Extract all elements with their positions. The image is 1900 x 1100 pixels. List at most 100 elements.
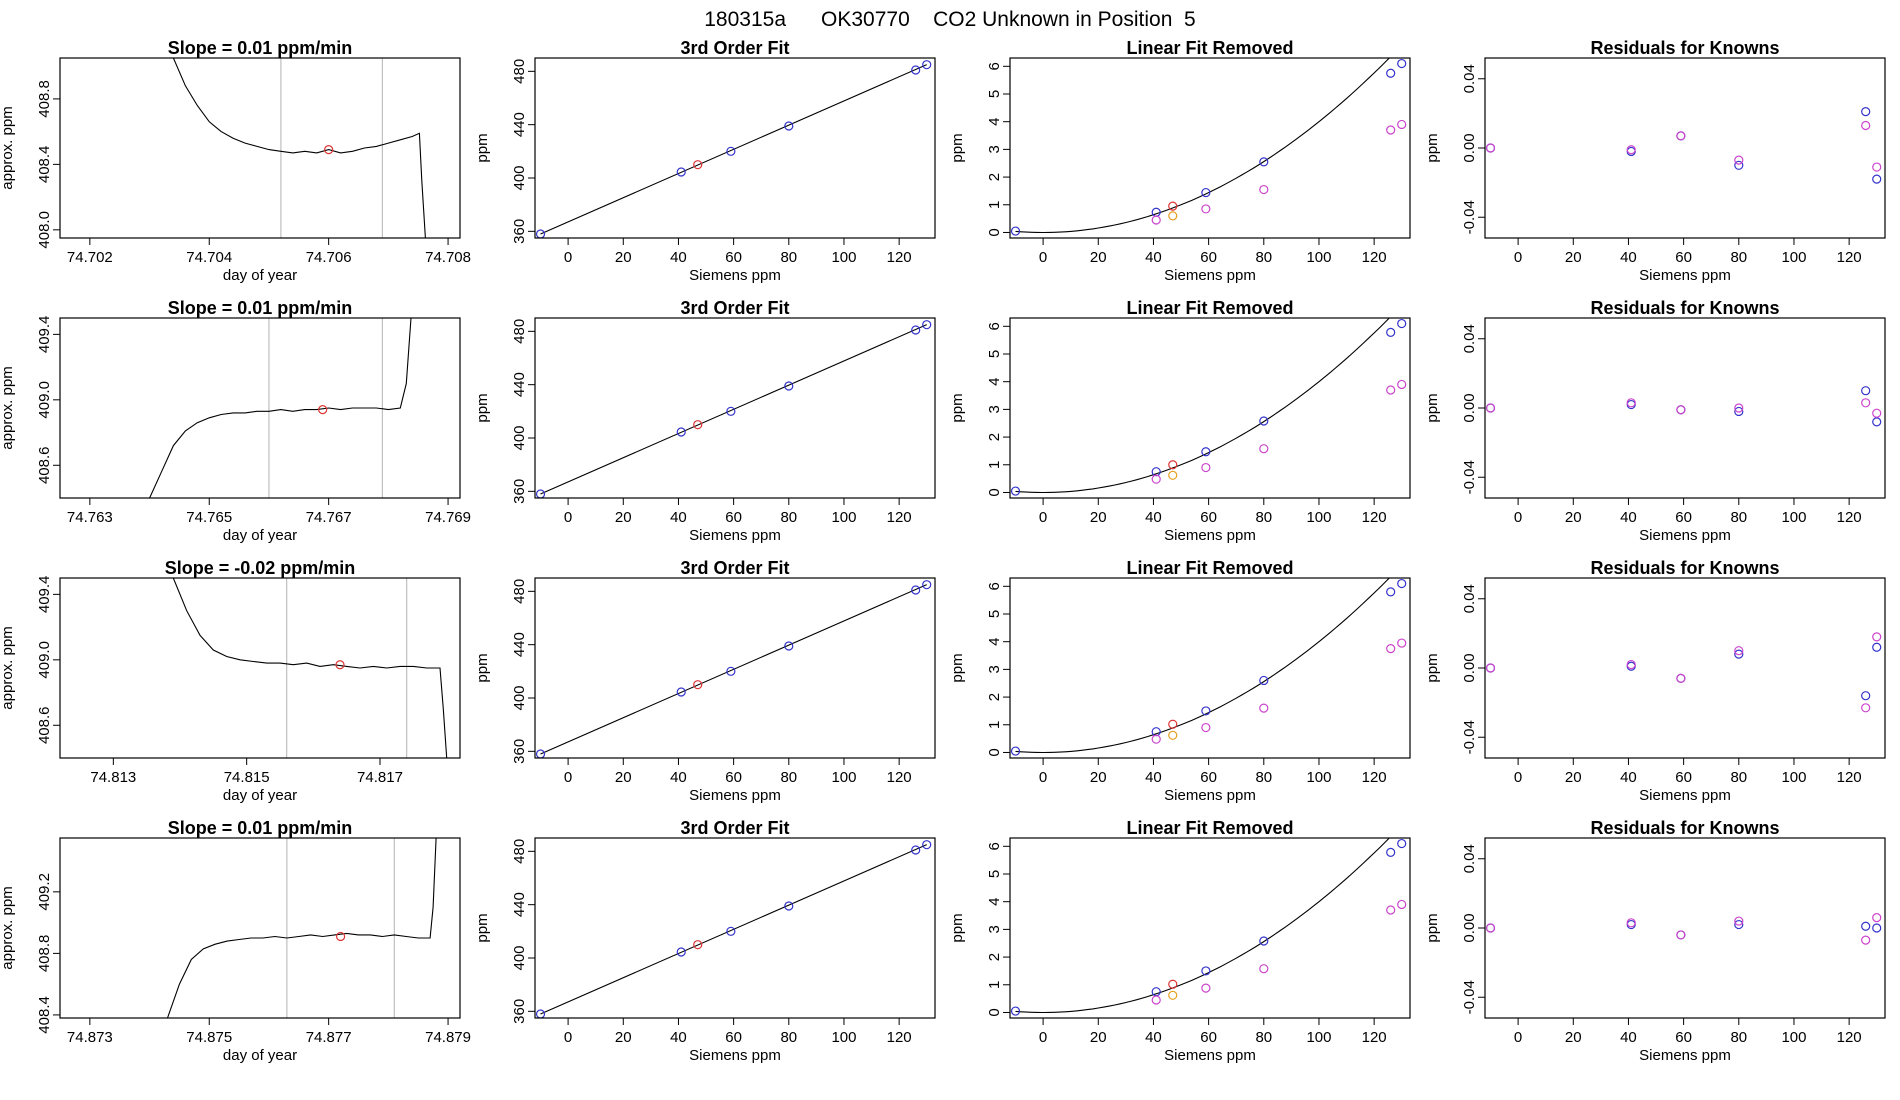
plot-area	[172, 578, 448, 758]
data-point	[1168, 470, 1178, 480]
y-tick-label: 480	[511, 579, 528, 604]
y-tick-label: 0.04	[1461, 584, 1478, 613]
data-point	[1626, 145, 1636, 155]
x-tick-label: 60	[725, 249, 742, 266]
data-point	[1676, 405, 1686, 415]
data-point	[784, 901, 794, 911]
chart-panel-2-1: Slope = 0.01 ppm/min 74.763 74.765 74.767 74…	[0, 298, 471, 544]
y-tick-label: 480	[511, 839, 528, 864]
panel-title: Residuals for Knowns	[1590, 298, 1779, 318]
data-point	[1734, 646, 1744, 656]
x-tick-label: 40	[1620, 769, 1637, 786]
data-point	[1259, 703, 1269, 713]
x-tick-label: 120	[887, 769, 912, 786]
data-point	[1259, 964, 1269, 974]
x-tick-label: 74.767	[306, 509, 352, 526]
y-tick-label: 409.2	[36, 873, 53, 911]
y-tick-label: 4	[986, 638, 1003, 646]
data-point	[911, 325, 921, 335]
data-point	[1861, 921, 1871, 931]
y-tick-label: 0.00	[1461, 133, 1478, 162]
fit-line	[540, 324, 927, 495]
x-tick-label: 0	[564, 769, 572, 786]
plot-area	[1010, 578, 1407, 756]
x-tick-label: 40	[1145, 509, 1162, 526]
plot-area	[1010, 318, 1407, 496]
x-tick-label: 80	[1730, 769, 1747, 786]
x-tick-label: 120	[887, 249, 912, 266]
plot-area	[1010, 58, 1407, 236]
data-point	[1151, 207, 1161, 217]
data-point	[535, 1009, 546, 1018]
panel-title: 3rd Order Fit	[680, 38, 789, 58]
plot-frame	[59, 837, 461, 1019]
data-point	[1397, 119, 1407, 130]
x-tick-label: 100	[831, 1029, 856, 1046]
x-axis-label: day of year	[223, 267, 297, 284]
data-point	[1168, 730, 1178, 740]
x-tick-label: 20	[615, 249, 632, 266]
mean-point-marker	[335, 660, 345, 670]
data-point	[1485, 923, 1496, 933]
x-tick-label: 74.873	[67, 1029, 113, 1046]
data-point	[676, 167, 686, 177]
plot-area	[535, 580, 932, 758]
data-point	[1734, 919, 1744, 930]
data-point	[1168, 201, 1178, 211]
data-point	[1626, 659, 1636, 670]
x-tick-label: 60	[1675, 1029, 1692, 1046]
x-tick-label: 120	[1362, 769, 1387, 786]
y-tick-label: 0	[986, 1008, 1003, 1016]
plot-frame	[534, 57, 936, 239]
plot-frame	[534, 577, 936, 759]
x-axis-label: Siemens ppm	[1164, 787, 1256, 804]
data-point	[693, 420, 703, 430]
time-series-line	[149, 318, 412, 498]
x-tick-label: 80	[780, 249, 797, 266]
panel-title: Residuals for Knowns	[1590, 38, 1779, 58]
x-tick-label: 74.879	[425, 1029, 471, 1046]
data-point	[726, 926, 736, 936]
mean-point-marker	[324, 145, 334, 155]
plot-area	[149, 318, 412, 498]
data-point	[1386, 385, 1396, 395]
data-point	[1259, 157, 1269, 167]
x-tick-label: 40	[670, 1029, 687, 1046]
x-tick-label: 20	[1565, 509, 1582, 526]
y-tick-label: 408.4	[36, 996, 53, 1034]
x-tick-label: 40	[1145, 1029, 1162, 1046]
y-axis-label: ppm	[1424, 133, 1441, 162]
y-axis-label: ppm	[949, 913, 966, 942]
data-point	[1168, 990, 1178, 1000]
data-point	[1386, 125, 1396, 135]
x-tick-label: 100	[831, 249, 856, 266]
x-axis-label: day of year	[223, 527, 297, 544]
y-tick-label: 6	[986, 842, 1003, 850]
panel-title: Residuals for Knowns	[1590, 818, 1779, 838]
chart-panel-2-3: Linear Fit Removed 0 20 40 60 80 100 120 0 1 2 3 4 5 6…	[949, 298, 1411, 544]
y-tick-label: 400	[511, 165, 528, 190]
data-point	[1010, 226, 1021, 236]
y-tick-label: 0.04	[1461, 844, 1478, 873]
y-tick-label: 2	[986, 953, 1003, 961]
y-tick-label: 5	[986, 90, 1003, 98]
data-point	[1397, 379, 1407, 390]
x-tick-label: 40	[1620, 249, 1637, 266]
x-tick-label: 60	[1200, 1029, 1217, 1046]
data-point	[1151, 727, 1161, 737]
plot-area	[535, 840, 932, 1018]
data-point	[1861, 120, 1871, 131]
x-tick-label: 0	[1039, 249, 1047, 266]
chart-panel-1-3: Linear Fit Removed 0 20 40 60 80 100 120 0 1 2 3 4 5 6…	[949, 38, 1411, 284]
y-tick-label: 4	[986, 898, 1003, 906]
plot-frame	[1009, 57, 1411, 239]
data-point	[1386, 905, 1396, 915]
y-tick-label: 3	[986, 405, 1003, 413]
x-tick-label: 20	[1090, 509, 1107, 526]
data-point	[1397, 318, 1407, 329]
data-point	[922, 320, 932, 330]
x-tick-label: 60	[725, 769, 742, 786]
plot-frame	[1009, 837, 1411, 1019]
y-tick-label: 2	[986, 693, 1003, 701]
y-tick-label: 1	[986, 981, 1003, 989]
